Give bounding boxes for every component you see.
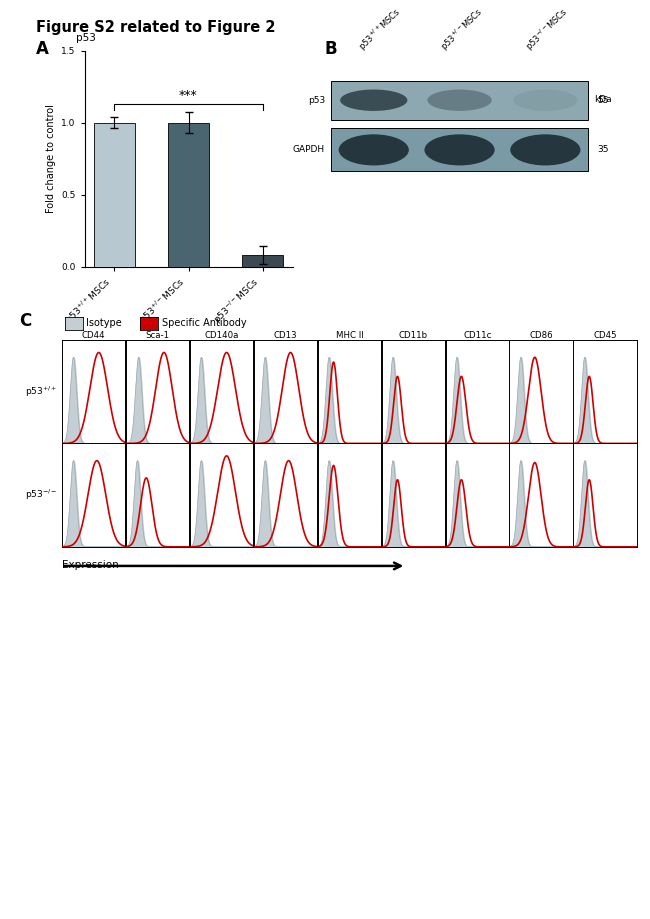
Ellipse shape bbox=[340, 89, 408, 111]
Ellipse shape bbox=[510, 134, 580, 165]
Text: GAPDH: GAPDH bbox=[293, 145, 325, 154]
Text: p53$^{+/+}$MSCs: p53$^{+/+}$MSCs bbox=[356, 5, 405, 54]
Text: Isotype: Isotype bbox=[86, 319, 122, 328]
Y-axis label: p53$^{+/+}$: p53$^{+/+}$ bbox=[25, 384, 58, 399]
Title: CD140a: CD140a bbox=[204, 331, 239, 340]
Text: 35: 35 bbox=[597, 145, 608, 154]
Title: CD13: CD13 bbox=[274, 331, 297, 340]
Ellipse shape bbox=[514, 89, 577, 111]
Title: MHC II: MHC II bbox=[335, 331, 363, 340]
Ellipse shape bbox=[428, 89, 492, 111]
Title: CD45: CD45 bbox=[593, 331, 617, 340]
Ellipse shape bbox=[339, 134, 409, 165]
Text: B: B bbox=[325, 40, 337, 59]
Text: ***: *** bbox=[179, 89, 198, 102]
Text: p53: p53 bbox=[307, 96, 325, 105]
Text: Figure S2 related to Figure 2: Figure S2 related to Figure 2 bbox=[36, 20, 275, 35]
Text: p53: p53 bbox=[76, 33, 96, 43]
Y-axis label: Fold change to control: Fold change to control bbox=[46, 104, 55, 213]
Text: kDa: kDa bbox=[594, 95, 612, 104]
Text: 55: 55 bbox=[597, 96, 608, 105]
Ellipse shape bbox=[424, 134, 495, 165]
Text: A: A bbox=[36, 40, 49, 59]
Bar bbox=[242, 255, 283, 267]
Title: CD11c: CD11c bbox=[463, 331, 491, 340]
Text: Expression: Expression bbox=[62, 561, 118, 570]
Text: p53$^{+/-}$MSCs: p53$^{+/-}$MSCs bbox=[437, 5, 487, 54]
Y-axis label: p53$^{-/-}$: p53$^{-/-}$ bbox=[25, 488, 58, 503]
Title: CD44: CD44 bbox=[82, 331, 105, 340]
Bar bbox=[331, 81, 588, 119]
Bar bbox=[94, 122, 135, 267]
Title: CD11b: CD11b bbox=[398, 331, 428, 340]
Text: Specific Antibody: Specific Antibody bbox=[162, 319, 247, 328]
Text: p53$^{-/-}$MSCs: p53$^{-/-}$MSCs bbox=[523, 5, 571, 54]
Bar bbox=[331, 129, 588, 172]
Text: C: C bbox=[20, 312, 32, 331]
Title: Sca-1: Sca-1 bbox=[146, 331, 170, 340]
Title: CD86: CD86 bbox=[529, 331, 553, 340]
Bar bbox=[168, 122, 209, 267]
